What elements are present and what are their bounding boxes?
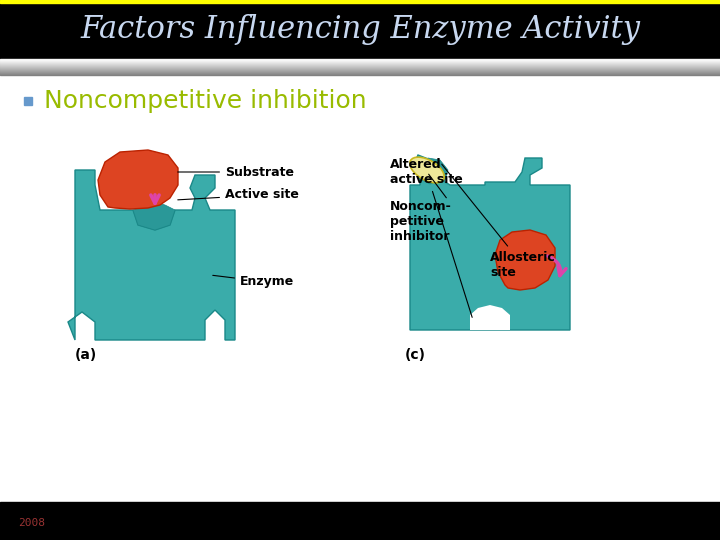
Bar xyxy=(0,0,720,59)
Text: NORMAL BINDING OF SUBSTRATE: NORMAL BINDING OF SUBSTRATE xyxy=(72,50,268,60)
Polygon shape xyxy=(495,230,555,290)
Bar xyxy=(0,69,720,70)
Bar xyxy=(0,73,720,75)
Bar xyxy=(0,71,720,72)
Text: 2008: 2008 xyxy=(18,518,45,528)
Bar xyxy=(0,502,720,540)
Text: (c): (c) xyxy=(405,348,426,362)
Bar xyxy=(0,63,720,64)
Text: Active site: Active site xyxy=(178,188,299,201)
Bar xyxy=(0,62,720,63)
Bar xyxy=(0,75,720,76)
Bar xyxy=(0,72,720,73)
Text: Noncompetitive inhibition: Noncompetitive inhibition xyxy=(44,90,366,113)
Text: Allosteric
site: Allosteric site xyxy=(442,164,556,279)
Polygon shape xyxy=(410,155,570,330)
Text: Enzyme: Enzyme xyxy=(212,275,294,288)
Text: (a): (a) xyxy=(75,348,97,362)
Ellipse shape xyxy=(410,157,444,183)
Text: Altered
active site: Altered active site xyxy=(390,158,472,318)
Polygon shape xyxy=(133,202,175,230)
Polygon shape xyxy=(418,158,448,184)
Polygon shape xyxy=(68,170,235,340)
Text: Substrate: Substrate xyxy=(178,165,294,179)
Text: ACTION OF ENZYME INHIBITORS: ACTION OF ENZYME INHIBITORS xyxy=(406,50,594,60)
Bar xyxy=(0,64,720,65)
Bar xyxy=(0,59,720,60)
Polygon shape xyxy=(470,305,510,330)
Bar xyxy=(0,65,720,66)
Bar xyxy=(0,70,720,71)
Text: Factors Influencing Enzyme Activity: Factors Influencing Enzyme Activity xyxy=(80,14,640,45)
Text: Noncom-
petitive
inhibitor: Noncom- petitive inhibitor xyxy=(390,200,451,243)
Bar xyxy=(0,68,720,69)
Bar xyxy=(0,60,720,62)
Bar xyxy=(0,0,720,3)
Bar xyxy=(0,66,720,68)
Polygon shape xyxy=(98,150,178,209)
